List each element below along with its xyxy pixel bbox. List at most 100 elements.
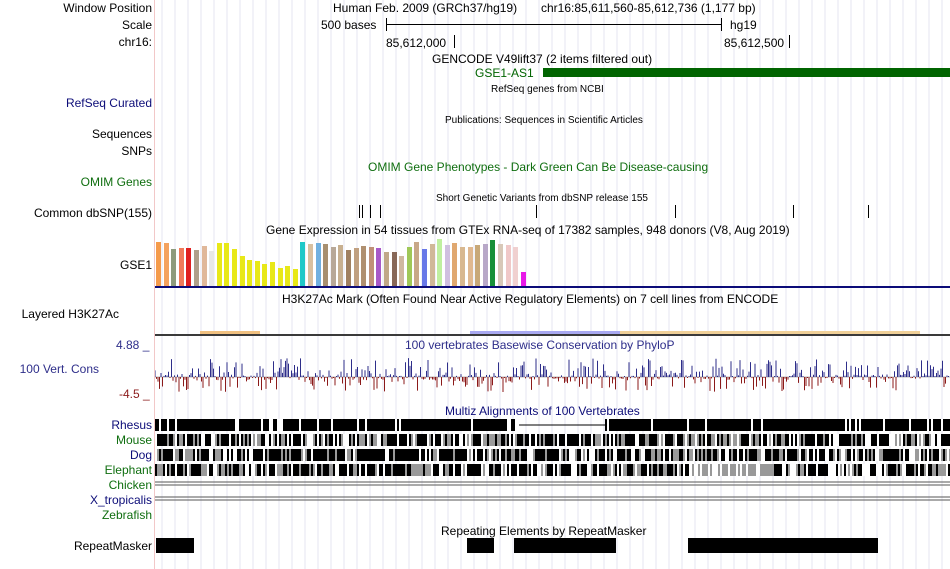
multiz-alignment-cell xyxy=(721,449,723,461)
gtex-track-title[interactable]: Gene Expression in 54 tissues from GTEx … xyxy=(266,223,790,237)
dbsnp-variant-tick[interactable] xyxy=(359,205,360,218)
gtex-tissue-bar[interactable] xyxy=(414,242,419,286)
multiz-alignment-cell xyxy=(213,434,215,446)
gtex-tissue-bar[interactable] xyxy=(483,244,488,286)
gtex-tissue-bar[interactable] xyxy=(399,256,404,286)
gtex-tissue-bar[interactable] xyxy=(331,247,336,286)
gtex-tissue-bar[interactable] xyxy=(460,247,465,286)
multiz-alignment-cell xyxy=(219,434,221,446)
gtex-tissue-bar[interactable] xyxy=(468,247,473,286)
gtex-tissue-bar[interactable] xyxy=(232,249,237,286)
gtex-tissue-bar[interactable] xyxy=(179,248,184,286)
gtex-tissue-bar[interactable] xyxy=(194,250,199,286)
species-label-elephant[interactable]: Elephant xyxy=(104,463,152,477)
gtex-tissue-bar[interactable] xyxy=(407,247,412,286)
gtex-tissue-bar[interactable] xyxy=(255,261,260,286)
h3k27ac-track-title[interactable]: H3K27Ac Mark (Often Found Near Active Re… xyxy=(282,292,779,306)
repeat-element-2[interactable] xyxy=(467,538,494,553)
repeat-element-3[interactable] xyxy=(514,538,616,553)
gencode-track-title[interactable]: GENCODE V49lift37 (2 items filtered out) xyxy=(432,52,653,66)
gtex-tissue-bar[interactable] xyxy=(285,266,290,286)
repeat-element-4[interactable] xyxy=(688,538,878,553)
gtex-tissue-bar[interactable] xyxy=(300,242,305,286)
gtex-tissue-bar[interactable] xyxy=(323,244,328,286)
multiz-alignment-cell xyxy=(603,434,605,446)
species-label-dog[interactable]: Dog xyxy=(129,448,152,462)
dbsnp-variant-tick[interactable] xyxy=(868,205,869,218)
gtex-tissue-bar[interactable] xyxy=(513,247,518,286)
gtex-tissue-bar[interactable] xyxy=(506,245,511,286)
gtex-tissue-bar[interactable] xyxy=(217,243,222,286)
gtex-tissue-bar[interactable] xyxy=(224,243,229,286)
omim-track-title[interactable]: OMIM Gene Phenotypes - Dark Green Can Be… xyxy=(368,160,709,174)
snps-track-label[interactable]: SNPs xyxy=(121,144,152,158)
gtex-tissue-bar[interactable] xyxy=(490,240,495,286)
gencode-item-label[interactable]: GSE1-AS1 xyxy=(475,66,534,80)
species-label-chicken[interactable]: Chicken xyxy=(108,478,152,492)
gtex-tissue-bar[interactable] xyxy=(156,242,161,286)
dbsnp-variant-tick[interactable] xyxy=(380,205,381,218)
gtex-tissue-bar[interactable] xyxy=(354,248,359,286)
h3k27ac-track-label[interactable]: Layered H3K27Ac xyxy=(21,307,119,321)
dbsnp-track-label[interactable]: Common dbSNP(155) xyxy=(33,206,152,220)
species-label-mouse[interactable]: Mouse xyxy=(115,433,152,447)
dbsnp-variant-tick[interactable] xyxy=(793,205,794,218)
gtex-tissue-bar[interactable] xyxy=(262,264,267,286)
gtex-tissue-bar[interactable] xyxy=(361,246,366,286)
gtex-tissue-bar[interactable] xyxy=(186,248,191,286)
gtex-tissue-bar[interactable] xyxy=(376,248,381,286)
gtex-tissue-bar[interactable] xyxy=(202,246,207,286)
gtex-tissue-bar[interactable] xyxy=(430,244,435,286)
multiz-alignment-blocks[interactable] xyxy=(155,418,950,508)
sequences-track-label[interactable]: Sequences xyxy=(91,127,152,141)
dbsnp-variant-tick[interactable] xyxy=(536,205,537,218)
gtex-tissue-bar[interactable] xyxy=(422,249,427,286)
gtex-tissue-bar[interactable] xyxy=(171,249,176,286)
dbsnp-track-title[interactable]: Short Genetic Variants from dbSNP releas… xyxy=(436,193,648,204)
repeatmasker-track-label[interactable]: RepeatMasker xyxy=(73,539,152,553)
gtex-tissue-bar[interactable] xyxy=(247,260,252,286)
repeat-element-1[interactable] xyxy=(156,538,194,553)
species-label-rhesus[interactable]: Rhesus xyxy=(111,418,152,432)
gtex-tissue-bar[interactable] xyxy=(240,256,245,286)
gtex-tissue-bar[interactable] xyxy=(452,243,457,286)
gtex-tissue-bar[interactable] xyxy=(338,245,343,286)
gtex-tissue-bar[interactable] xyxy=(475,245,480,286)
h3k27ac-signal[interactable] xyxy=(155,334,950,336)
multiz-alignment-cell xyxy=(439,464,441,476)
conservation-plot[interactable] xyxy=(155,353,950,403)
gtex-gene-label[interactable]: GSE1 xyxy=(119,258,152,272)
conservation-track-label[interactable]: 100 Vert. Cons xyxy=(19,362,99,376)
gtex-tissue-bar[interactable] xyxy=(521,272,526,286)
omim-track-label[interactable]: OMIM Genes xyxy=(80,175,152,189)
gtex-tissue-bar[interactable] xyxy=(498,244,503,286)
gtex-tissue-bar[interactable] xyxy=(384,252,389,286)
conservation-track-title[interactable]: 100 vertebrates Basewise Conservation by… xyxy=(405,338,675,352)
refseq-track-title[interactable]: RefSeq genes from NCBI xyxy=(491,84,604,95)
dbsnp-variant-tick[interactable] xyxy=(675,205,676,218)
gtex-tissue-bar[interactable] xyxy=(293,269,298,286)
gtex-tissue-bar[interactable] xyxy=(445,245,450,286)
gtex-tissue-bar[interactable] xyxy=(392,252,397,286)
dbsnp-variant-tick[interactable] xyxy=(362,205,363,218)
multiz-alignment-cell xyxy=(651,449,653,461)
gtex-tissue-bar[interactable] xyxy=(209,251,214,286)
species-label-zebrafish[interactable]: Zebrafish xyxy=(101,508,152,522)
gtex-tissue-bar[interactable] xyxy=(437,239,442,286)
gencode-gene-feature[interactable] xyxy=(543,68,950,77)
publications-track-title[interactable]: Publications: Sequences in Scientific Ar… xyxy=(445,115,643,126)
gtex-tissue-bar[interactable] xyxy=(308,244,313,286)
gtex-tissue-bar[interactable] xyxy=(270,262,275,286)
refseq-track-label[interactable]: RefSeq Curated xyxy=(65,96,152,110)
dbsnp-variant-tick[interactable] xyxy=(370,205,371,218)
gtex-tissue-bar[interactable] xyxy=(278,268,283,286)
gtex-tissue-bar[interactable] xyxy=(369,247,374,286)
species-label-x-tropicalis[interactable]: X_tropicalis xyxy=(89,493,152,507)
gtex-tissue-bar[interactable] xyxy=(346,250,351,286)
position-text[interactable]: chr16:85,611,560-85,612,736 (1,177 bp) xyxy=(541,1,756,15)
repeatmasker-track-title[interactable]: Repeating Elements by RepeatMasker xyxy=(441,524,647,538)
gtex-tissue-bar[interactable] xyxy=(164,243,169,286)
gtex-tissue-bar[interactable] xyxy=(316,243,321,286)
multiz-track-title[interactable]: Multiz Alignments of 100 Vertebrates xyxy=(445,404,640,418)
